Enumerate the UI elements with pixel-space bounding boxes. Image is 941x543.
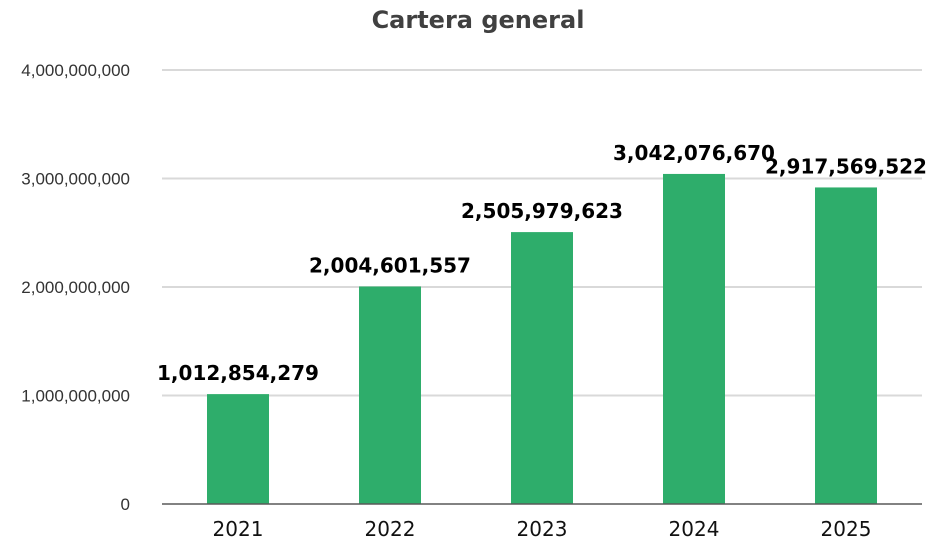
x-tick-label: 2024 (669, 517, 720, 541)
data-label: 2,004,601,557 (309, 254, 471, 278)
x-tick-label: 2025 (821, 517, 872, 541)
bar-2022 (359, 286, 421, 504)
data-label: 2,505,979,623 (461, 199, 623, 223)
bar-2025 (815, 187, 877, 504)
chart-title: Cartera general (372, 6, 585, 34)
data-label: 1,012,854,279 (157, 361, 319, 385)
x-axis-ticks: 2021 2022 2023 2024 2025 (213, 517, 872, 541)
y-tick-label: 2,000,000,000 (21, 278, 130, 297)
bar-2021 (207, 394, 269, 504)
y-tick-label: 3,000,000,000 (21, 170, 130, 189)
data-label: 3,042,076,670 (613, 141, 775, 165)
bar-2023 (511, 232, 573, 505)
bar-2024 (663, 173, 725, 504)
x-tick-label: 2021 (213, 517, 264, 541)
x-tick-label: 2023 (517, 517, 568, 541)
y-tick-label: 1,000,000,000 (21, 387, 130, 406)
data-labels: 1,012,854,279 2,004,601,557 2,505,979,623 3… (157, 141, 927, 385)
bars (207, 173, 877, 505)
x-tick-label: 2022 (365, 517, 416, 541)
y-tick-label: 4,000,000,000 (21, 61, 130, 80)
y-axis-ticks: 0 1,000,000,000 2,000,000,000 3,000,000,000… (21, 61, 130, 514)
data-label: 2,917,569,522 (765, 154, 927, 178)
y-tick-label: 0 (121, 495, 130, 514)
